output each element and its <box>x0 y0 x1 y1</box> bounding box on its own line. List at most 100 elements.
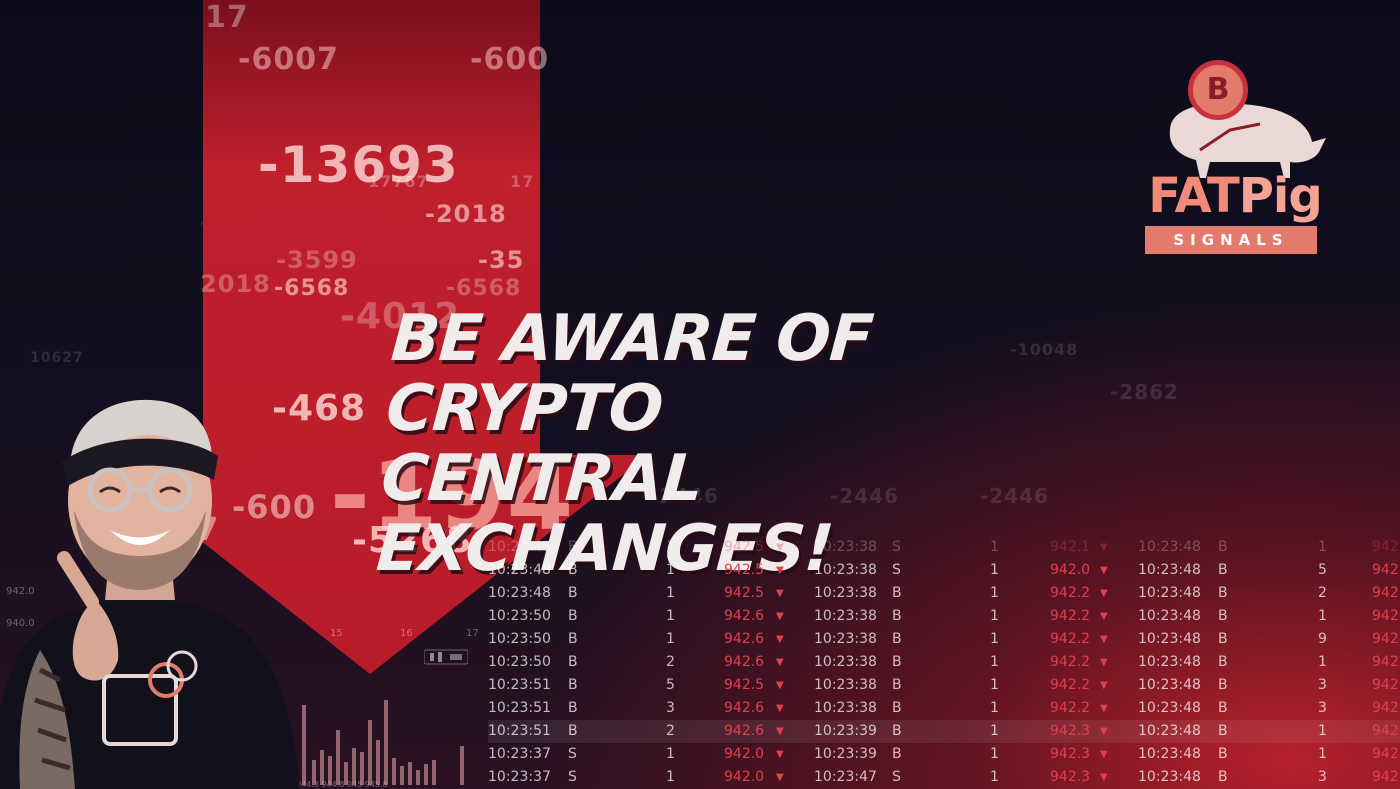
trade-cell: 10:23:38 <box>814 631 877 647</box>
trade-cell: 1 <box>990 769 999 785</box>
trade-cell: 942.3 <box>1050 746 1091 762</box>
trade-cell: 2 <box>666 723 675 739</box>
trade-cell: B <box>892 631 902 647</box>
trade-cell: 1 <box>1318 723 1327 739</box>
trade-cell: B <box>568 539 578 555</box>
trade-cell: 942 <box>1372 608 1399 624</box>
trade-cell: 942.2 <box>1050 677 1091 693</box>
trade-cell: 10:23:48 <box>1138 723 1201 739</box>
trade-cell: 5 <box>666 677 675 693</box>
axis-label: 17 <box>466 628 479 639</box>
bg-number: -2446 <box>980 484 1049 508</box>
trade-cell: B <box>1218 608 1228 624</box>
trade-cell: 10:23:47 <box>814 769 877 785</box>
trade-cell: 10:23:48 <box>1138 585 1201 601</box>
down-triangle-icon: ▼ <box>1100 772 1108 783</box>
trade-cell: 942 <box>1372 539 1399 555</box>
axis-label: 940.0 <box>6 618 35 629</box>
axis-label: 944.3 944.8 945 945.8 <box>296 780 388 789</box>
trade-cell: B <box>892 608 902 624</box>
trade-cell: 10:23:50 <box>488 631 551 647</box>
trade-cell: B <box>568 631 578 647</box>
trade-cell: 942.5 <box>724 539 765 555</box>
trade-cell: 2 <box>666 654 675 670</box>
trade-cell: B <box>568 700 578 716</box>
down-triangle-icon: ▼ <box>1100 542 1108 553</box>
table-row: 10:23:50 B 1 942.6 ▼ 10:23:38 B 1 942.2 ▼ 10:23:48… <box>488 605 1400 628</box>
down-triangle-icon: ▼ <box>1100 680 1108 691</box>
presenter-illustration <box>0 399 300 789</box>
down-triangle-icon: ▼ <box>776 565 784 576</box>
trade-cell: 10:23:48 <box>488 562 551 578</box>
trade-cell: 942.0 <box>724 746 765 762</box>
trade-cell: 10:23:38 <box>814 562 877 578</box>
trade-cell: 10:23:48 <box>1138 539 1201 555</box>
trade-cell: 10:23:50 <box>488 654 551 670</box>
trade-cell: 942.5 <box>724 585 765 601</box>
bg-number: -600 <box>470 42 550 77</box>
trade-cell: S <box>892 562 901 578</box>
trade-cell: 1 <box>990 677 999 693</box>
bg-number: -4012 <box>340 296 461 337</box>
trade-cell: S <box>568 746 577 762</box>
trade-cell: 10:23:39 <box>814 746 877 762</box>
trade-cell: B <box>1218 677 1228 693</box>
trade-cell: B <box>892 654 902 670</box>
trade-cell: B <box>1218 700 1228 716</box>
trade-cell: 3 <box>666 700 675 716</box>
trade-cell: B <box>892 723 902 739</box>
down-triangle-icon: ▼ <box>1100 634 1108 645</box>
trade-cell: 10:23:39 <box>814 723 877 739</box>
trade-cell: B <box>1218 746 1228 762</box>
trade-cell: B <box>1218 562 1228 578</box>
trade-cell: 1 <box>666 631 675 647</box>
trade-cell: 1 <box>1318 746 1327 762</box>
table-row: 10:23:48 B 1 942.5 ▼ 10:23:38 B 1 942.2 ▼ 10:23:48… <box>488 582 1400 605</box>
trade-cell: 942 <box>1372 746 1399 762</box>
trade-cell: B <box>892 585 902 601</box>
trade-cell: 1 <box>666 562 675 578</box>
trade-cell: 1 <box>990 608 999 624</box>
trade-cell: 942 <box>1372 700 1399 716</box>
trade-cell: 942.6 <box>724 631 765 647</box>
axis-label: 942.0 <box>6 586 35 597</box>
trade-cell: 1 <box>666 746 675 762</box>
trade-cell: S <box>892 769 901 785</box>
trade-cell: 3 <box>1318 769 1327 785</box>
bg-number: -6568 <box>446 276 522 301</box>
trade-cell: 942 <box>1372 723 1399 739</box>
trade-cell: 1 <box>990 562 999 578</box>
table-row: 10:23:48 B 1 942.5 ▼ 10:23:38 S 1 942.0 ▼ 10:23:48… <box>488 559 1400 582</box>
bg-number: 17767 <box>368 172 429 191</box>
table-row: 10:23:50 B 2 942.6 ▼ 10:23:38 B 1 942.2 ▼ 10:23:48… <box>488 651 1400 674</box>
trade-cell: 10:23:38 <box>814 700 877 716</box>
trade-cell: 942.6 <box>724 608 765 624</box>
trade-cell: 942.0 <box>724 769 765 785</box>
trade-cell: 1 <box>666 585 675 601</box>
bg-number: -10048 <box>1010 340 1079 359</box>
bg-number: -2446 <box>650 484 719 508</box>
trade-cell: 10:23:48 <box>1138 608 1201 624</box>
trade-cell: 10:23:38 <box>814 539 877 555</box>
trade-cell: 1 <box>990 654 999 670</box>
trade-cell: B <box>892 677 902 693</box>
trade-cell: B <box>568 723 578 739</box>
trade-cell: 942.6 <box>724 700 765 716</box>
down-arrow-graphic <box>92 0 648 674</box>
table-row: 10:23:37 S 1 942.0 ▼ 10:23:39 B 1 942.3 ▼ 10:23:48… <box>488 743 1400 766</box>
candlestick-icon <box>424 649 468 665</box>
volume-bars <box>302 700 464 785</box>
trade-cell: 1 <box>990 746 999 762</box>
trade-cell: 2 <box>1318 585 1327 601</box>
axis-label: 16 <box>400 628 413 639</box>
bg-number: 10627 <box>30 350 84 366</box>
trade-cell: 1 <box>990 539 999 555</box>
trade-cell: B <box>1218 631 1228 647</box>
bg-number: -194 <box>330 440 575 552</box>
trade-cell: 942 <box>1372 654 1399 670</box>
trade-cell: 10:23:48 <box>1138 677 1201 693</box>
table-row: 10:23:51 B 3 942.6 ▼ 10:23:38 B 1 942.2 ▼ 10:23:48… <box>488 697 1400 720</box>
bg-number: -600 <box>232 488 317 526</box>
trade-cell: 10:23:38 <box>814 608 877 624</box>
down-triangle-icon: ▼ <box>776 703 784 714</box>
